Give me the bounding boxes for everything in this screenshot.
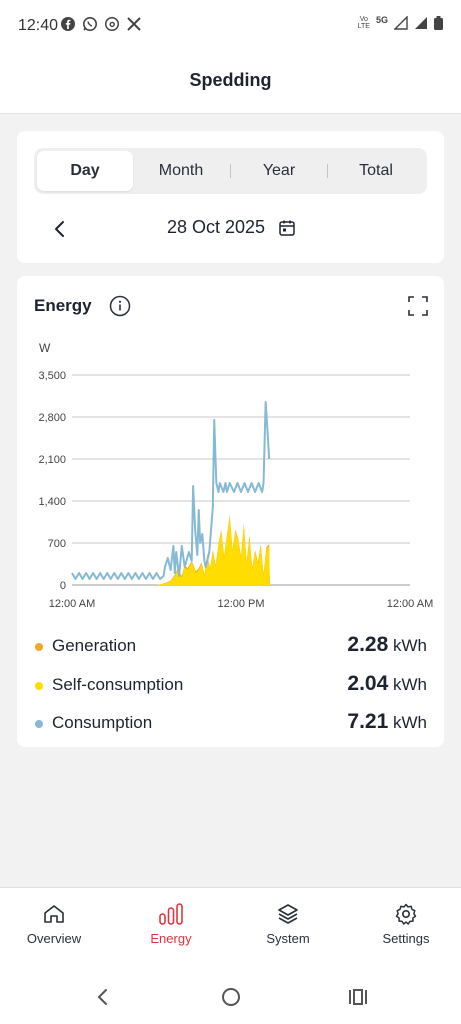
self-consumption-dot [35,682,43,690]
fullscreen-icon[interactable] [408,296,428,316]
legend-label: Consumption [52,713,153,732]
legend-unit: kWh [393,713,427,732]
legend-self-consumption: Self-consumption 2.04 kWh [34,670,427,700]
energy-title: Energy [34,296,92,315]
x-tick-label: 12:00 AM [49,598,95,610]
x-icon [127,17,141,31]
y-tick-label: 3,500 [38,370,66,382]
volte-top: Vo [359,16,368,23]
x-tick-label: 12:00 PM [217,598,264,610]
nav-label: System [266,931,310,946]
home-icon [44,905,64,923]
signal-icon [415,17,427,29]
nav-energy[interactable]: Energy [121,902,221,962]
legend-consumption: Consumption 7.21 kWh [34,708,427,738]
status-indicators: Vo LTE 5G [358,15,443,30]
status-app-icons [60,16,142,32]
legend-number: 7.21 [347,710,389,733]
x-tick-labels: 12:00 AM 12:00 PM 12:00 AM [49,598,433,610]
y-tick-label: 2,100 [38,454,66,466]
signal-icon [394,16,408,30]
threads-icon [104,16,120,32]
consumption-dot [35,720,43,728]
nav-overview[interactable]: Overview [4,902,104,962]
tab-divider [327,164,328,178]
tab-day[interactable]: Day [37,151,133,191]
y-tick-label: 1,400 [38,496,66,508]
nav-label: Energy [150,931,192,946]
gear-icon [395,903,417,925]
whatsapp-icon [83,17,97,31]
info-icon[interactable] [109,295,131,317]
date-label[interactable]: 28 Oct 2025 [167,217,266,237]
page-title: Spedding [189,70,272,90]
y-tick-label: 0 [60,580,66,592]
legend-unit: kWh [393,675,427,694]
status-bar: 12:40 Vo LTE 5G [0,0,461,52]
battery-icon [434,16,443,30]
chart-series [71,401,271,585]
legend-unit: kWh [393,636,427,655]
y-tick-label: 2,800 [38,412,66,424]
legend-label: Self-consumption [52,675,184,694]
consumption-line [71,401,271,580]
legend-value: 2.04 kWh [347,672,427,696]
tab-total[interactable]: Total [359,162,393,179]
energy-card: Energy W 0 700 1,400 2,100 2,800 3,500 12:00 … [17,276,444,747]
nav-label: Settings [382,931,430,946]
tab-year[interactable]: Year [262,162,296,179]
tab-month[interactable]: Month [158,162,204,179]
recents-icon[interactable] [347,986,369,1008]
system-nav-bar [0,978,461,1018]
volte-bottom: LTE [357,23,370,30]
back-icon[interactable] [94,986,112,1008]
y-tick-labels: 0 700 1,400 2,100 2,800 3,500 [38,370,66,592]
app-bar: Spedding [0,52,461,114]
status-time: 12:40 [18,17,59,34]
chevron-left-icon[interactable] [51,217,71,241]
volte-indicator: Vo LTE [358,16,370,30]
calendar-icon[interactable] [278,219,296,237]
legend-number: 2.28 [347,633,389,656]
period-card: Day Month Year Total 28 Oct 2025 [17,131,444,263]
legend-number: 2.04 [347,672,389,695]
chart-grid [72,374,410,586]
tab-divider [230,164,231,178]
x-tick-label: 12:00 AM [387,598,433,610]
network-type: 5G [375,15,388,25]
legend-value: 7.21 kWh [347,710,427,734]
legend-label: Generation [52,636,137,655]
nav-label: Overview [26,931,82,946]
period-tabs: Day Month Year Total [34,148,427,194]
legend-value: 2.28 kWh [347,633,427,657]
bar-chart-icon [159,903,183,925]
y-axis-label: W [39,341,51,355]
legend-generation: Generation 2.28 kWh [34,631,427,661]
facebook-icon [61,17,75,31]
generation-dot [35,643,43,651]
nav-settings[interactable]: Settings [356,902,456,962]
home-circle-icon[interactable] [220,986,242,1008]
nav-system[interactable]: System [238,902,338,962]
bottom-nav: Overview Energy System Settings [0,887,461,1024]
layers-icon [278,904,298,924]
y-tick-label: 700 [48,538,66,550]
